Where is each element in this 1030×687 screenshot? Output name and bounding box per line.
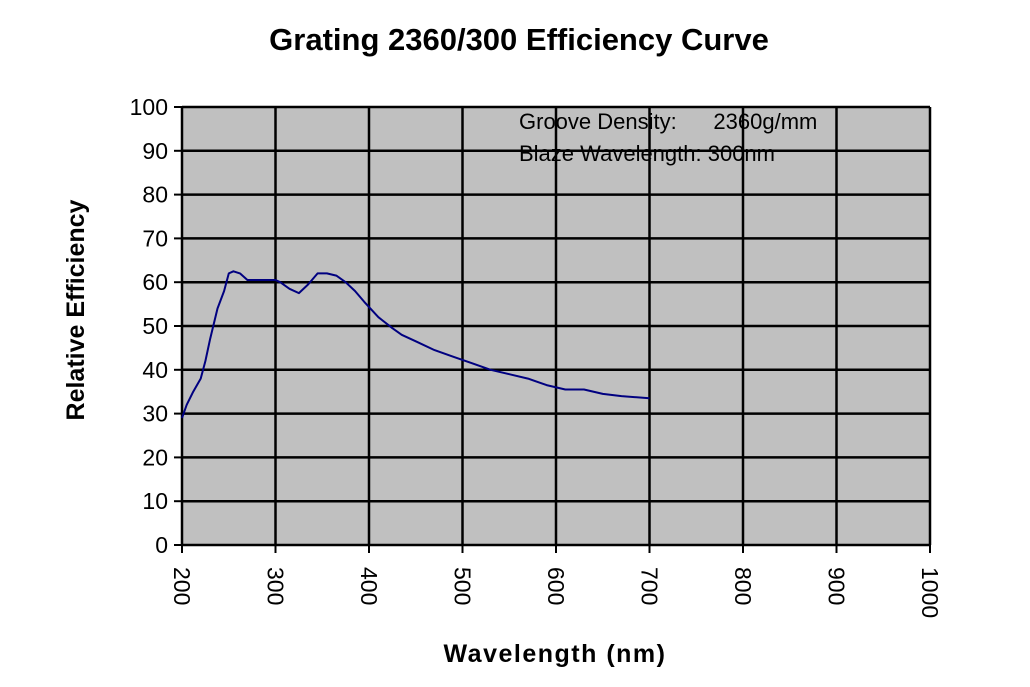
x-tick-label: 1000 xyxy=(917,567,943,618)
annotation-text: Groove Density: 2360g/mm xyxy=(519,109,817,134)
y-axis: 0 10 20 30 40 50 60 70 80 90 100 xyxy=(130,94,183,558)
annotations: Groove Density: 2360g/mm Blaze Wavelength… xyxy=(519,109,817,166)
y-tick-label: 80 xyxy=(142,182,168,208)
y-tick-label: 90 xyxy=(142,138,168,164)
series-layer xyxy=(181,270,650,419)
y-tick-label: 60 xyxy=(142,269,168,295)
y-tick-label: 40 xyxy=(142,357,168,383)
y-tick-label: 50 xyxy=(142,313,168,339)
y-axis-label: Relative Efficiency xyxy=(62,199,90,420)
x-tick-label: 600 xyxy=(543,567,569,605)
x-tick-label: 400 xyxy=(356,567,382,605)
x-tick-label: 800 xyxy=(730,567,756,605)
x-tick-label: 500 xyxy=(450,567,476,605)
x-tick-label: 700 xyxy=(637,567,663,605)
y-tick-label: 70 xyxy=(142,225,168,251)
y-tick-label: 0 xyxy=(155,532,168,558)
y-tick-label: 10 xyxy=(142,488,168,514)
y-tick-label: 30 xyxy=(142,401,168,427)
y-tick-label: 100 xyxy=(130,94,168,120)
x-axis: 200 300 400 500 600 700 800 900 1000 xyxy=(169,544,943,618)
x-tick-label: 200 xyxy=(169,567,195,605)
x-tick-label: 900 xyxy=(824,567,850,605)
y-tick-label: 20 xyxy=(142,444,168,470)
x-tick-label: 300 xyxy=(263,567,289,605)
grid xyxy=(180,105,932,547)
efficiency-series-line xyxy=(181,270,650,419)
x-axis-label: Wavelength (nm) xyxy=(444,640,667,668)
annotation-text: Blaze Wavelength: 300nm xyxy=(519,141,775,166)
chart-title: Grating 2360/300 Efficiency Curve xyxy=(269,22,769,57)
